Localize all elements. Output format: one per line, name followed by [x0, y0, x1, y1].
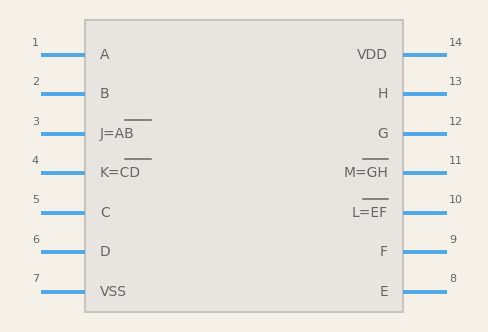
Bar — [85, 20, 403, 312]
Text: VDD: VDD — [357, 48, 388, 62]
Text: 10: 10 — [449, 196, 463, 206]
Text: 2: 2 — [32, 77, 39, 87]
Text: 1: 1 — [32, 38, 39, 48]
Text: 11: 11 — [449, 156, 463, 166]
Text: 12: 12 — [449, 117, 463, 126]
Text: C: C — [100, 206, 110, 220]
Text: 5: 5 — [32, 196, 39, 206]
Text: 4: 4 — [32, 156, 39, 166]
Text: L=EF: L=EF — [352, 206, 388, 220]
Text: VSS: VSS — [100, 285, 127, 298]
Text: 14: 14 — [449, 38, 463, 48]
Text: 3: 3 — [32, 117, 39, 126]
Text: H: H — [378, 87, 388, 101]
Text: E: E — [379, 285, 388, 298]
Text: B: B — [100, 87, 110, 101]
Text: J=AB: J=AB — [100, 127, 135, 141]
Text: 7: 7 — [32, 274, 39, 284]
Text: 9: 9 — [449, 235, 456, 245]
Text: 13: 13 — [449, 77, 463, 87]
Text: A: A — [100, 48, 109, 62]
Text: 8: 8 — [449, 274, 456, 284]
Text: F: F — [380, 245, 388, 259]
Text: M=GH: M=GH — [343, 166, 388, 180]
Text: G: G — [377, 127, 388, 141]
Text: D: D — [100, 245, 111, 259]
Text: 6: 6 — [32, 235, 39, 245]
Text: K=CD: K=CD — [100, 166, 141, 180]
